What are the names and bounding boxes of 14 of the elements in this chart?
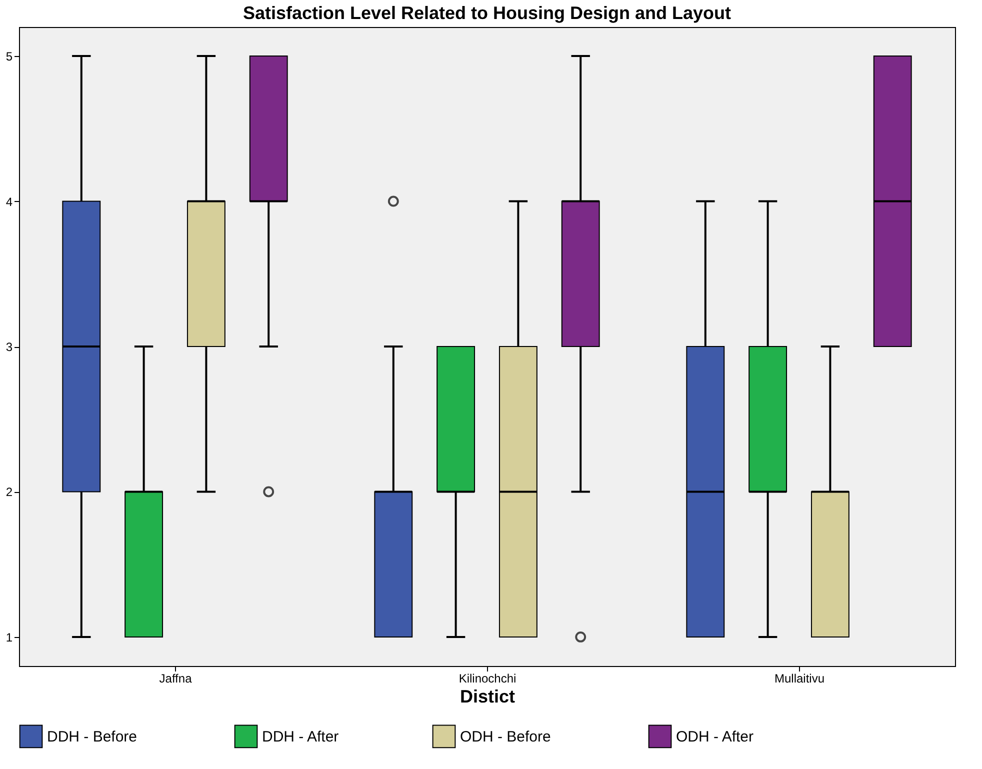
x-tick-label: Mullaitivu [774, 672, 825, 686]
y-tick-label: 5 [6, 50, 13, 64]
y-tick-label: 4 [6, 194, 13, 209]
y-tick-label: 3 [6, 340, 13, 354]
legend-label: ODH - After [676, 728, 754, 746]
legend-label: DDH - After [262, 728, 339, 746]
y-tick-label: 2 [6, 485, 13, 500]
x-tick-label: Jaffna [159, 672, 192, 686]
legend-label: ODH - Before [460, 728, 551, 746]
x-axis-title: Distict [460, 686, 516, 706]
y-tick-label: 1 [6, 630, 13, 644]
x-tick-label: Kilinochchi [458, 672, 516, 686]
chart-title: Satisfaction Level Related to Housing Design and Layout [242, 3, 732, 23]
legend-label: DDH - Before [47, 728, 138, 746]
